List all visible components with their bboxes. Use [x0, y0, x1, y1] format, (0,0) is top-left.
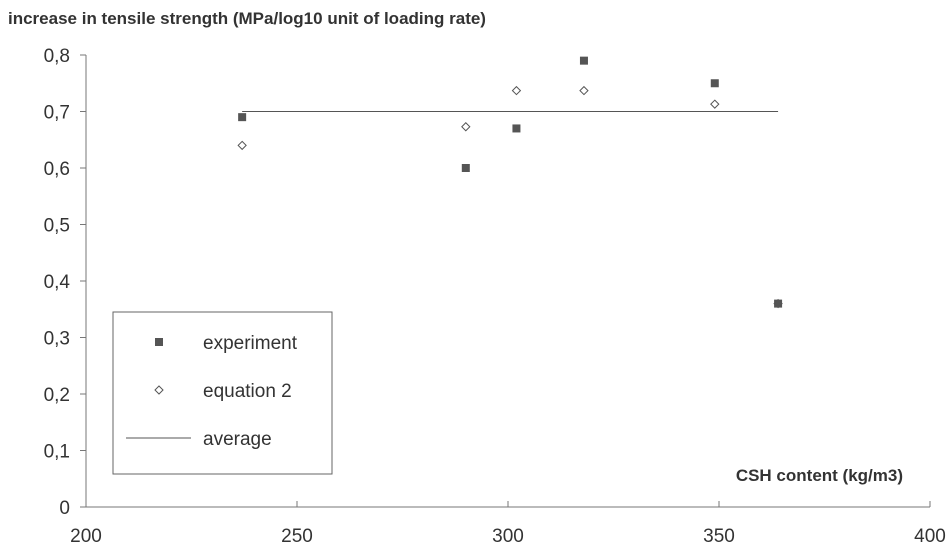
point-experiment	[238, 113, 247, 122]
point-experiment	[461, 164, 470, 172]
chart-title: increase in tensile strength (MPa/log10 …	[8, 9, 486, 28]
y-axis: 0 0,1 0,2 0,3 0,4 0,5 0,6 0,7 0,8	[44, 46, 87, 519]
legend-label-experiment: experiment	[203, 333, 298, 354]
point-experiment	[579, 56, 588, 65]
point-equation-2	[710, 99, 720, 109]
x-tick-label: 250	[281, 526, 313, 547]
point-equation-2	[773, 298, 783, 309]
series-layer	[237, 56, 783, 309]
y-tick-label: 0	[59, 498, 70, 519]
point-experiment	[710, 79, 719, 88]
y-tick-label: 0,4	[44, 272, 71, 293]
legend-marker-experiment	[155, 338, 163, 346]
legend-marker-equation-2	[154, 385, 164, 395]
y-tick-label: 0,5	[44, 216, 70, 237]
y-tick-label: 0,7	[44, 103, 70, 124]
x-tick-label: 400	[914, 526, 946, 547]
y-tick-label: 0,3	[44, 329, 70, 350]
point-equation-2	[579, 85, 589, 96]
point-equation-2	[237, 140, 247, 151]
y-tick-label: 0,1	[44, 442, 70, 463]
y-tick-label: 0,6	[44, 159, 70, 180]
x-axis-title: CSH content (kg/m3)	[736, 466, 903, 485]
y-tick-label: 0,2	[44, 385, 70, 406]
point-equation-2	[511, 85, 522, 96]
legend-label-equation-2: equation 2	[203, 381, 292, 402]
point-experiment	[512, 124, 521, 133]
x-tick-label: 350	[703, 526, 735, 547]
point-experiment	[774, 299, 783, 308]
x-tick-label: 200	[70, 526, 102, 547]
x-axis: 200 250 300 350 400	[70, 501, 946, 547]
x-tick-label: 300	[492, 526, 524, 547]
point-equation-2	[461, 122, 471, 132]
y-tick-label: 0,8	[44, 46, 70, 67]
legend: experiment equation 2 average	[112, 311, 333, 475]
legend-label-average: average	[203, 429, 272, 450]
legend-box	[112, 311, 333, 475]
